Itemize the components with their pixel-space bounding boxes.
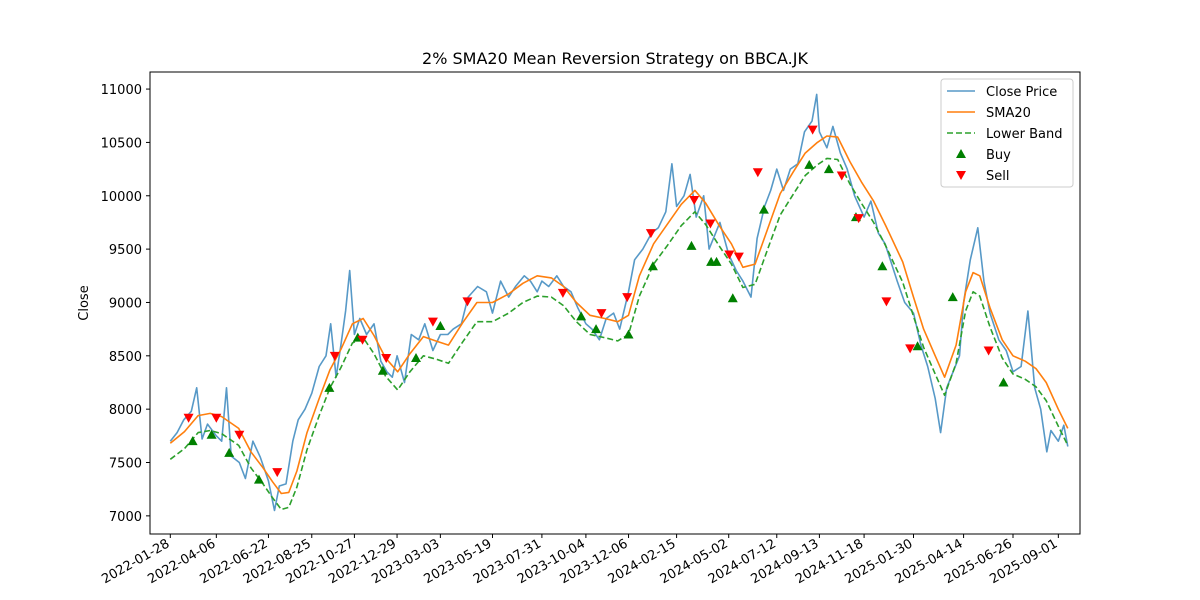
legend-item-sell: Sell: [956, 169, 1009, 184]
sell-marker: [329, 351, 340, 361]
buy-marker: [912, 341, 923, 351]
buy-marker: [224, 447, 235, 457]
y-tick-label: 7000: [109, 510, 142, 525]
series-buy: [187, 159, 1009, 484]
buy-marker: [591, 324, 602, 334]
y-tick-label: 8500: [109, 350, 142, 365]
buy-marker: [324, 382, 335, 392]
buy-marker: [711, 256, 722, 266]
sell-marker: [905, 344, 916, 354]
x-axis: 2022-01-282022-04-062022-06-222022-08-25…: [99, 534, 1060, 587]
legend-item-close-price: Close Price: [947, 85, 1057, 100]
legend-label: Close Price: [986, 85, 1057, 100]
buy-marker: [727, 293, 738, 303]
sell-marker: [733, 252, 744, 262]
sell-marker: [381, 353, 392, 363]
legend-swatch: [956, 171, 966, 180]
sell-marker: [689, 196, 700, 206]
y-tick-label: 11000: [101, 83, 142, 98]
buy-marker: [947, 292, 958, 302]
buy-marker: [647, 261, 658, 271]
buy-marker: [758, 204, 769, 214]
series-close-price: [169, 93, 1069, 512]
series-sell: [183, 125, 994, 478]
buy-marker: [411, 352, 422, 362]
sell-marker: [853, 214, 864, 224]
legend-label: Buy: [986, 148, 1011, 163]
sell-marker: [645, 229, 656, 239]
legend-label: Sell: [986, 169, 1009, 184]
buy-marker: [206, 429, 217, 439]
sell-marker: [427, 317, 438, 327]
buy-marker: [187, 436, 198, 446]
series-line-close-price: [169, 93, 1069, 512]
buy-marker: [377, 365, 388, 375]
plot-frame: [149, 71, 1081, 535]
buy-marker: [998, 377, 1009, 387]
y-tick-label: 9000: [109, 296, 142, 311]
sell-marker: [836, 171, 847, 181]
sell-marker: [881, 297, 892, 307]
sell-marker: [596, 309, 607, 319]
legend-item-sma20: SMA20: [947, 106, 1031, 121]
series-sma20: [169, 135, 1069, 495]
legend-item-lower-band: Lower Band: [947, 127, 1062, 142]
buy-marker: [823, 164, 834, 174]
y-tick-label: 9500: [109, 243, 142, 258]
sell-marker: [724, 250, 735, 260]
y-axis: 7000 7500 8000 8500 9000 9500 10000 10500 11000: [101, 83, 150, 525]
buy-marker: [686, 240, 697, 250]
buy-marker: [877, 261, 888, 271]
sell-marker: [462, 297, 473, 307]
sell-marker: [183, 413, 194, 423]
sell-marker: [234, 430, 245, 440]
legend-item-buy: Buy: [956, 148, 1011, 163]
sell-marker: [705, 219, 716, 229]
legend: Close Price SMA20 Lower Band Buy Sell: [940, 78, 1074, 188]
sell-marker: [983, 346, 994, 356]
y-tick-label: 10000: [101, 190, 142, 205]
sell-marker: [272, 468, 283, 478]
plot-area: [169, 93, 1069, 512]
y-tick-label: 8000: [109, 403, 142, 418]
sell-marker: [752, 168, 763, 178]
legend-label: SMA20: [986, 106, 1031, 121]
chart-title: 2% SMA20 Mean Reversion Strategy on BBCA…: [422, 49, 808, 68]
buy-marker: [804, 159, 815, 169]
legend-label: Lower Band: [986, 127, 1062, 142]
buy-marker: [435, 320, 446, 330]
sell-marker: [357, 335, 368, 345]
y-tick-label: 7500: [109, 457, 142, 472]
buy-marker: [253, 474, 264, 484]
buy-marker: [576, 311, 587, 321]
sell-marker: [807, 125, 818, 135]
legend-swatch: [956, 149, 966, 158]
sell-marker: [211, 413, 222, 423]
series-line-lower-band: [169, 157, 1069, 511]
y-tick-label: 10500: [101, 136, 142, 151]
sell-marker: [557, 288, 568, 298]
y-axis-label: Close: [77, 285, 92, 320]
series-line-sma20: [169, 135, 1069, 495]
series-lower-band: [169, 157, 1069, 511]
legend-box: [940, 78, 1074, 188]
sell-marker: [622, 293, 633, 303]
buy-marker: [623, 329, 634, 339]
